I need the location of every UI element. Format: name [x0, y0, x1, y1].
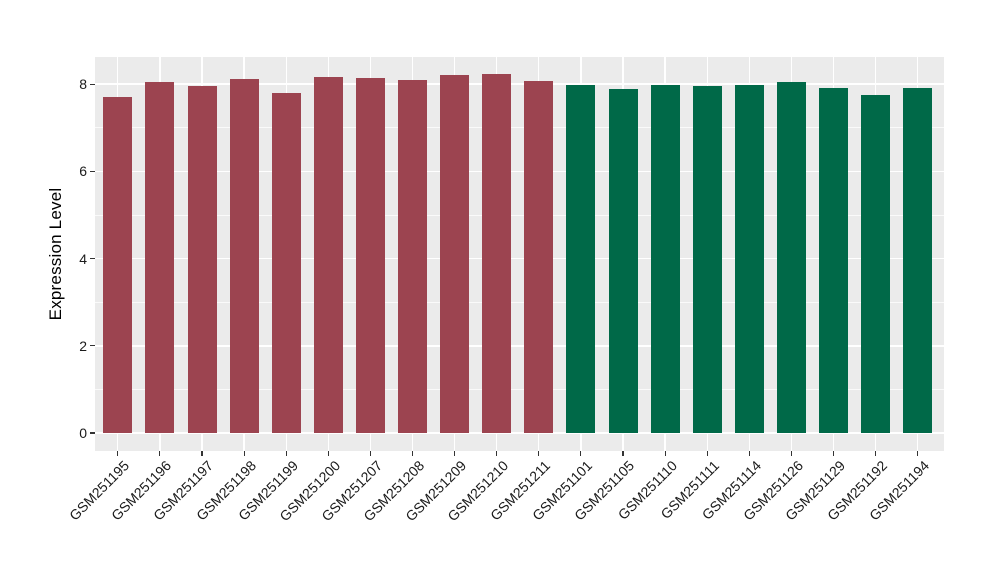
y-tick-label: 8 [79, 76, 87, 93]
bar-GSM251198 [229, 79, 259, 433]
bar-GSM251111 [692, 85, 722, 433]
bar-GSM251110 [650, 84, 680, 433]
bar-GSM251210 [482, 74, 512, 433]
bar-GSM251209 [440, 75, 470, 433]
x-tick-mark [706, 451, 708, 456]
y-tick-mark [90, 432, 95, 434]
x-tick-mark [538, 451, 540, 456]
x-tick-mark [117, 451, 119, 456]
x-tick-mark [496, 451, 498, 456]
bar-GSM251208 [398, 79, 427, 433]
bar-GSM251200 [313, 77, 343, 433]
x-tick-mark [580, 451, 582, 456]
x-tick-mark [832, 451, 835, 456]
x-tick-mark [327, 451, 329, 456]
gridline-horizontal-major [95, 83, 944, 85]
gridline-horizontal-major [95, 170, 944, 173]
x-tick-mark [917, 451, 919, 456]
x-tick-mark [622, 451, 624, 456]
x-tick-mark [875, 451, 877, 456]
bar-GSM251192 [861, 94, 891, 433]
gridline-horizontal-minor [95, 301, 944, 303]
y-tick-label: 0 [79, 425, 87, 441]
gridline-horizontal-major [95, 257, 944, 260]
x-tick-mark [285, 451, 287, 456]
y-tick-mark [90, 170, 95, 172]
bar-GSM251126 [776, 82, 806, 433]
y-tick-label: 4 [79, 250, 87, 267]
y-tick-label: 6 [79, 163, 87, 180]
y-tick-label: 2 [79, 337, 87, 354]
gridline-horizontal-minor [95, 127, 944, 129]
bar-GSM251211 [524, 80, 554, 433]
gridline-horizontal-minor [95, 388, 944, 390]
bar-GSM251129 [819, 88, 848, 433]
gridline-horizontal-major [95, 345, 944, 347]
bar-GSM251101 [566, 85, 596, 433]
plot-panel [95, 57, 944, 451]
x-tick-mark [748, 451, 750, 456]
bar-GSM251114 [734, 84, 764, 433]
gridline-horizontal-minor [95, 214, 944, 216]
bar-GSM251105 [608, 88, 638, 433]
y-tick-mark [90, 345, 95, 347]
x-tick-mark [664, 451, 666, 456]
x-tick-mark [790, 451, 792, 456]
bar-GSM251197 [187, 86, 217, 433]
bar-GSM251207 [355, 78, 385, 433]
x-tick-mark [369, 451, 371, 456]
x-tick-mark [243, 451, 245, 456]
y-tick-mark [90, 258, 95, 260]
bar-GSM251196 [145, 82, 175, 433]
y-tick-mark [90, 83, 95, 85]
bar-GSM251194 [903, 87, 933, 433]
x-tick-mark [201, 451, 203, 456]
x-tick-mark [454, 451, 456, 456]
gridline-horizontal-major [95, 432, 944, 434]
bar-GSM251195 [103, 97, 133, 433]
x-tick-mark [411, 451, 414, 456]
bar-GSM251199 [271, 92, 301, 433]
x-tick-mark [159, 451, 161, 456]
